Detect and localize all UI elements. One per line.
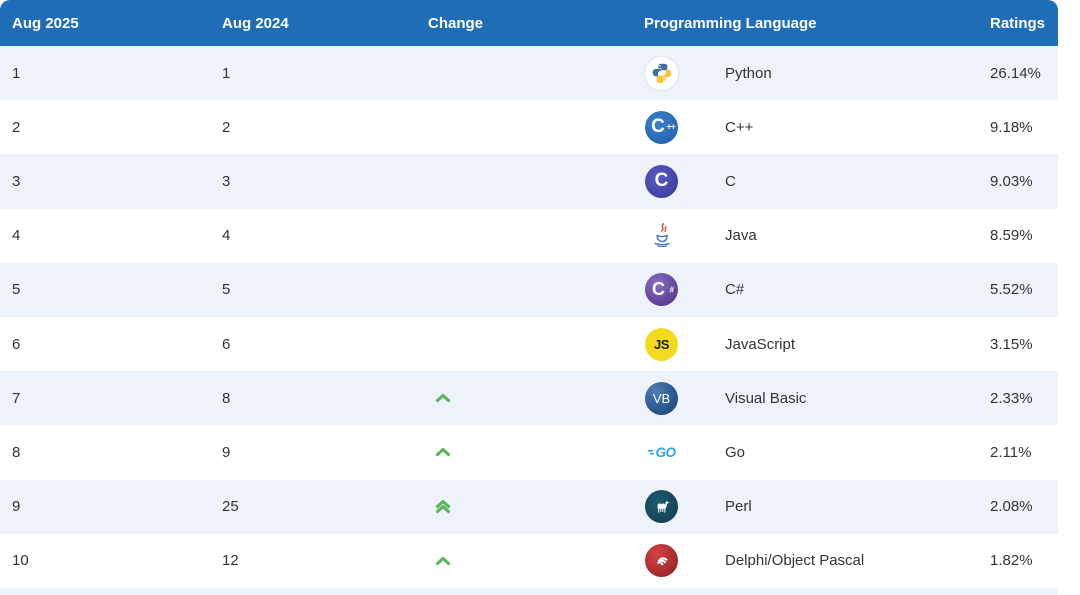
- rank-2025-cell: 1: [12, 64, 21, 82]
- rating-cell: 5.52%: [990, 281, 1033, 299]
- rank-2025-cell: 3: [12, 172, 21, 190]
- next-row-partial: [0, 587, 1058, 595]
- table-header-row: Aug 2025 Aug 2024 Change Programming Lan…: [0, 0, 1058, 46]
- table-row: 5 5 C # C# 5.52%: [0, 262, 1058, 317]
- tiobe-index-table: Aug 2025 Aug 2024 Change Programming Lan…: [0, 0, 1058, 595]
- rank-2025-cell: 9: [12, 498, 21, 516]
- rating-cell: 3.15%: [990, 335, 1033, 353]
- rating-cell: 9.18%: [990, 118, 1033, 136]
- table-row: 4 4 Jav: [0, 209, 1058, 263]
- javascript-icon: JS: [645, 327, 678, 361]
- rank-2024-cell: 6: [222, 335, 231, 353]
- table-row: 8 9 GO Go 2.11%: [0, 425, 1058, 479]
- java-icon: [645, 219, 678, 252]
- rank-2024-cell: 2: [222, 118, 231, 136]
- change-cell: [416, 499, 644, 514]
- rating-cell: 26.14%: [990, 64, 1041, 82]
- rank-2024-cell: 8: [222, 389, 231, 407]
- change-double-up-indicator: [428, 499, 458, 514]
- language-cell: GO Go: [644, 436, 988, 469]
- change-up-indicator: [428, 393, 458, 403]
- language-name: Go: [725, 443, 746, 461]
- rank-2025-cell: 4: [12, 227, 21, 245]
- rating-cell: 2.08%: [990, 498, 1033, 516]
- language-cell: VB Visual Basic: [644, 381, 988, 415]
- rank-2024-cell: 5: [222, 281, 231, 299]
- language-cell: Delphi/Object Pascal: [644, 544, 988, 578]
- csharp-icon: C #: [645, 273, 678, 307]
- rank-2024-cell: 3: [222, 172, 231, 190]
- rank-2025-cell: 8: [12, 443, 21, 461]
- rank-2025-cell: 2: [12, 118, 21, 136]
- rating-cell: 9.03%: [990, 172, 1033, 190]
- rating-cell: 2.33%: [990, 389, 1033, 407]
- table-row: 10 12 Delphi/Object Pascal 1.82%: [0, 534, 1058, 588]
- change-cell: [416, 447, 644, 457]
- change-cell: [416, 393, 644, 403]
- language-name: C: [725, 172, 736, 190]
- c-icon: C: [645, 164, 678, 198]
- language-cell: Python: [644, 56, 988, 90]
- language-cell: C ++ C++: [644, 110, 988, 144]
- visual-basic-icon: VB: [645, 381, 678, 415]
- language-cell: C # C#: [644, 273, 988, 307]
- language-name: Python: [725, 64, 772, 82]
- table-row: 2 2 C ++ C++ 9.18%: [0, 100, 1058, 154]
- rating-cell: 8.59%: [990, 227, 1033, 245]
- language-name: Delphi/Object Pascal: [725, 552, 865, 570]
- change-up-indicator: [428, 447, 458, 457]
- rating-cell: 1.82%: [990, 552, 1033, 570]
- rank-2024-cell: 4: [222, 227, 231, 245]
- cpp-icon: C ++: [645, 110, 678, 144]
- language-cell: Perl: [644, 490, 988, 524]
- rank-2024-cell: 1: [222, 64, 231, 82]
- table-row: 3 3 C C 9.03%: [0, 154, 1058, 209]
- table-body: 1 1 Python 26.14%: [0, 46, 1058, 588]
- rank-2025-cell: 5: [12, 281, 21, 299]
- table-row: 1 1 Python 26.14%: [0, 46, 1058, 101]
- language-cell: Java: [644, 219, 988, 252]
- rank-2025-cell: 7: [12, 389, 21, 407]
- rank-2024-cell: 12: [222, 552, 239, 570]
- python-icon: [645, 56, 678, 90]
- language-name: Java: [725, 227, 757, 245]
- column-header-aug-2024: Aug 2024: [222, 14, 289, 32]
- language-name: JavaScript: [725, 335, 796, 353]
- change-up-indicator: [428, 556, 458, 566]
- column-header-ratings: Ratings: [990, 14, 1046, 32]
- language-cell: C C: [644, 164, 988, 198]
- column-header-change: Change: [428, 14, 484, 32]
- rating-cell: 2.11%: [990, 443, 1032, 461]
- language-name: Perl: [725, 498, 752, 516]
- language-name: C++: [725, 118, 754, 136]
- table-row: 9 25: [0, 479, 1058, 534]
- table-row: 7 8 VB Visual Basic 2.33%: [0, 371, 1058, 426]
- perl-icon: [645, 490, 678, 524]
- change-cell: [416, 556, 644, 566]
- rank-2024-cell: 25: [222, 498, 239, 516]
- rank-2025-cell: 6: [12, 335, 21, 353]
- language-cell: JS JavaScript: [644, 327, 988, 361]
- column-header-aug-2025: Aug 2025: [12, 14, 79, 32]
- language-name: C#: [725, 281, 745, 299]
- go-icon: GO: [645, 436, 678, 469]
- rank-2025-cell: 10: [12, 552, 29, 570]
- delphi-icon: [645, 544, 678, 578]
- rank-2024-cell: 9: [222, 443, 231, 461]
- column-header-programming-language: Programming Language: [644, 14, 817, 32]
- table-row: 6 6 JS JavaScript 3.15%: [0, 317, 1058, 371]
- language-name: Visual Basic: [725, 389, 807, 407]
